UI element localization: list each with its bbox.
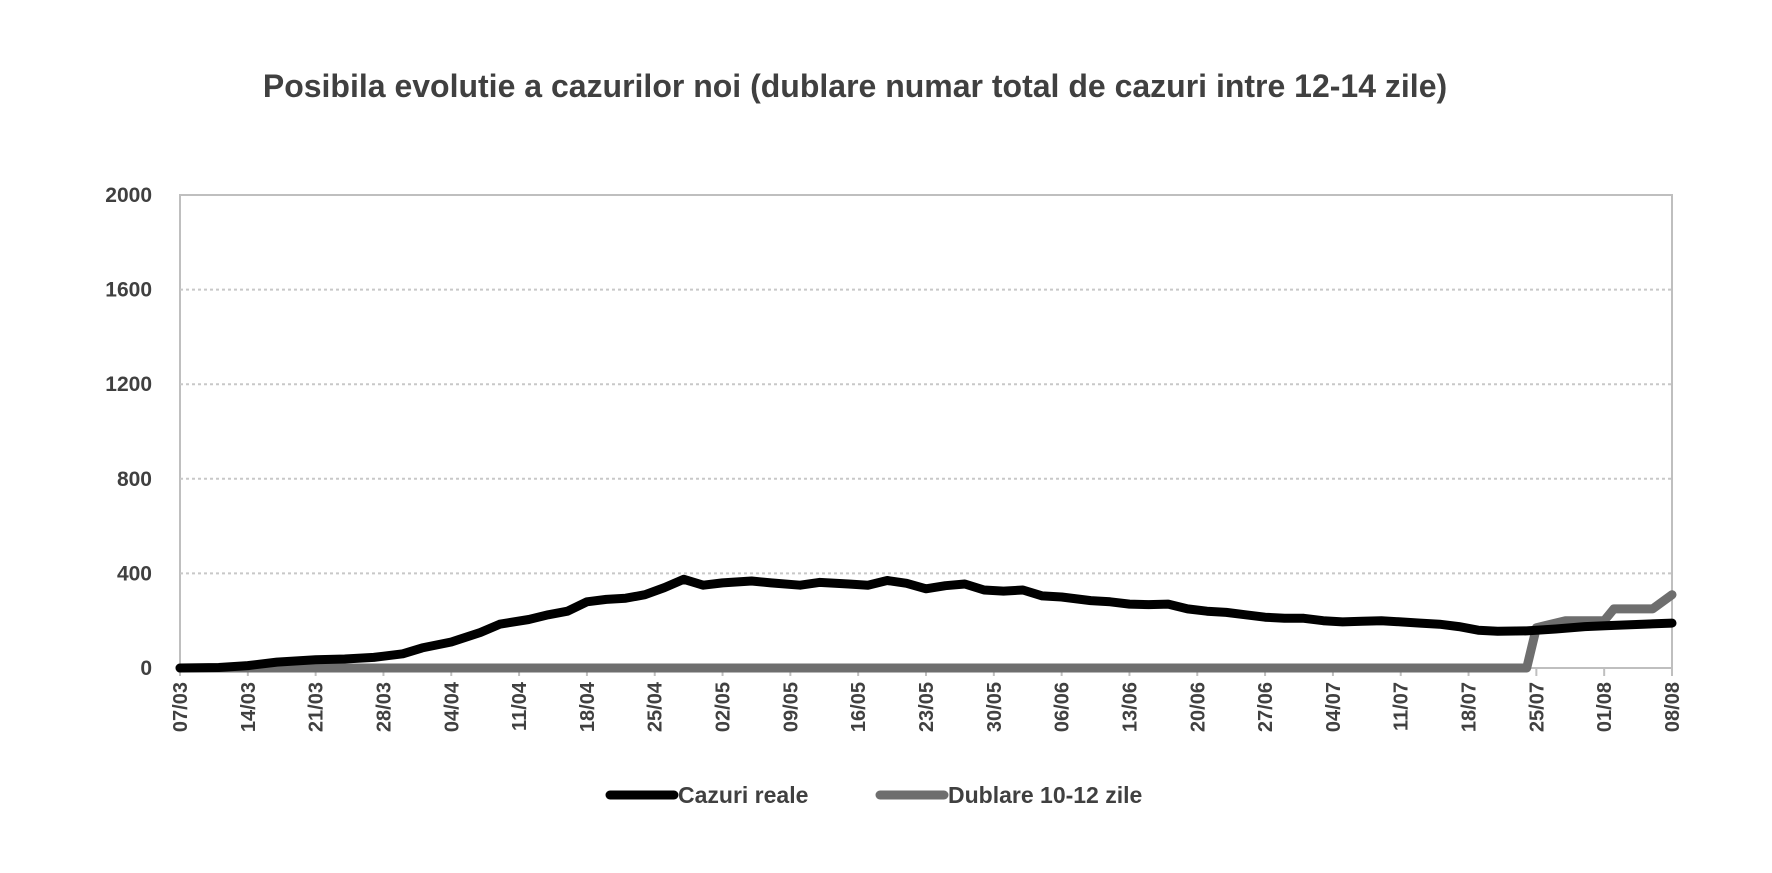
x-tick-label: 23/05	[916, 682, 938, 732]
x-tick-label: 09/05	[780, 682, 802, 732]
series-line	[175, 590, 1677, 673]
x-tick-label: 20/06	[1187, 682, 1209, 732]
y-tick-label: 400	[117, 562, 152, 585]
x-tick-label: 18/07	[1459, 682, 1481, 732]
x-tick-label: 11/07	[1391, 682, 1413, 731]
x-tick-label: 28/03	[373, 682, 395, 732]
x-tick-label: 25/07	[1526, 682, 1548, 732]
x-tick-label: 04/07	[1323, 682, 1345, 732]
x-tick-label: 27/06	[1255, 682, 1277, 732]
x-tick-label: 14/03	[238, 682, 260, 732]
legend-label: Cazuri reale	[678, 782, 808, 808]
chart-title: Posibila evolutie a cazurilor noi (dubla…	[262, 68, 1448, 104]
legend-label: Dublare 10-12 zile	[948, 782, 1142, 808]
x-tick-label: 04/04	[441, 681, 463, 732]
x-tick-label: 30/05	[984, 682, 1006, 732]
x-tick-label: 06/06	[1052, 682, 1074, 732]
x-tick-label: 11/04	[509, 681, 531, 731]
x-tick-label: 25/04	[645, 681, 667, 732]
x-tick-label: 08/08	[1662, 682, 1684, 732]
y-tick-label: 1200	[105, 373, 152, 396]
y-tick-label: 800	[117, 468, 152, 491]
y-tick-label: 1600	[105, 279, 152, 302]
x-tick-label: 13/06	[1119, 682, 1141, 732]
x-tick-label: 01/08	[1594, 682, 1616, 732]
plot-area	[179, 194, 1673, 669]
y-tick-label: 0	[140, 657, 152, 680]
x-tick-label: 18/04	[577, 681, 599, 732]
x-tick-label: 21/03	[306, 682, 328, 732]
series-line	[175, 574, 1677, 673]
x-tick-label: 07/03	[170, 682, 192, 732]
y-tick-label: 2000	[105, 184, 152, 207]
x-tick-label: 02/05	[713, 682, 735, 732]
x-tick-label: 16/05	[848, 682, 870, 732]
